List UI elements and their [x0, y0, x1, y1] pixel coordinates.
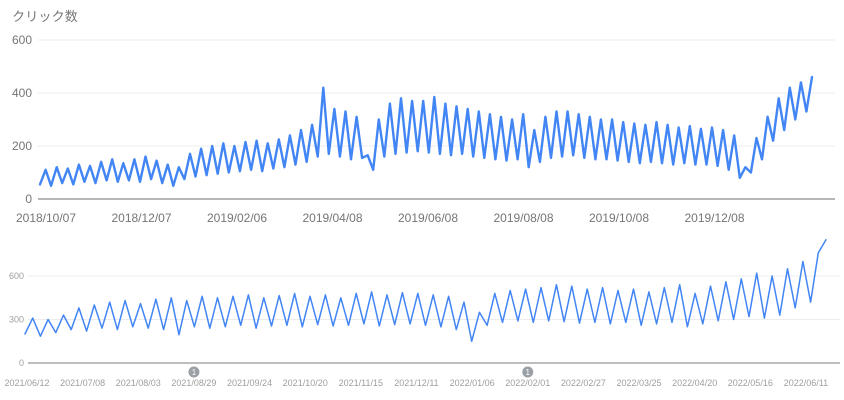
y-tick-label: 300	[9, 315, 24, 325]
x-tick-label: 2022/01/06	[450, 378, 495, 388]
x-tick-label: 2019/08/08	[493, 211, 553, 225]
y-tick-label: 600	[9, 271, 24, 281]
x-tick-label: 2021/12/11	[394, 378, 438, 388]
clicks-line[interactable]	[24, 239, 827, 343]
y-tick-label: 400	[12, 86, 32, 100]
chart-clicks-2021-2022[interactable]: 0 300 600 2021/06/12 2021/07/08 2021/08/03 202…	[4, 239, 840, 388]
x-tick-label: 2018/12/07	[111, 211, 171, 225]
y-tick-label: 600	[12, 33, 32, 47]
x-tick-label: 2022/02/27	[561, 378, 606, 388]
chart-clicks-2018-2019[interactable]: 0 200 400 600 2018/10/07 2018/12/07 2019/02/06…	[12, 33, 835, 225]
annotation-badge[interactable]: 1	[188, 366, 200, 378]
annotation-badge[interactable]: 1	[522, 366, 534, 378]
x-tick-label: 2021/08/29	[171, 378, 216, 388]
y-tick-label: 0	[25, 192, 32, 206]
x-tick-label: 2019/10/08	[589, 211, 649, 225]
x-tick-label: 2022/06/11	[784, 378, 828, 388]
x-tick-label: 2022/04/20	[672, 378, 717, 388]
annotation-badge-label: 1	[526, 368, 531, 377]
x-tick-label: 2021/10/20	[283, 378, 328, 388]
x-tick-label: 2022/03/25	[617, 378, 662, 388]
annotation-badge-circle[interactable]	[188, 366, 200, 378]
x-tick-label: 2019/04/08	[302, 211, 362, 225]
annotation-badge-circle[interactable]	[522, 366, 534, 378]
x-tick-label: 2018/10/07	[16, 211, 76, 225]
x-tick-label: 2021/08/03	[116, 378, 161, 388]
x-tick-label: 2021/07/08	[60, 378, 105, 388]
x-tick-label: 2021/11/15	[339, 378, 383, 388]
chart-title: クリック数	[12, 9, 79, 24]
x-tick-label: 2019/06/08	[398, 211, 458, 225]
annotation-badge-label: 1	[192, 368, 197, 377]
x-tick-label: 2022/05/16	[728, 378, 773, 388]
x-tick-label: 2019/02/06	[207, 211, 267, 225]
x-tick-label: 2022/02/01	[505, 378, 550, 388]
clicks-line[interactable]	[38, 75, 814, 188]
y-tick-label: 200	[12, 139, 32, 153]
x-tick-label: 2021/06/12	[4, 378, 49, 388]
x-tick-label: 2021/09/24	[227, 378, 272, 388]
x-tick-label: 2019/12/08	[684, 211, 744, 225]
y-tick-label: 0	[19, 358, 24, 368]
